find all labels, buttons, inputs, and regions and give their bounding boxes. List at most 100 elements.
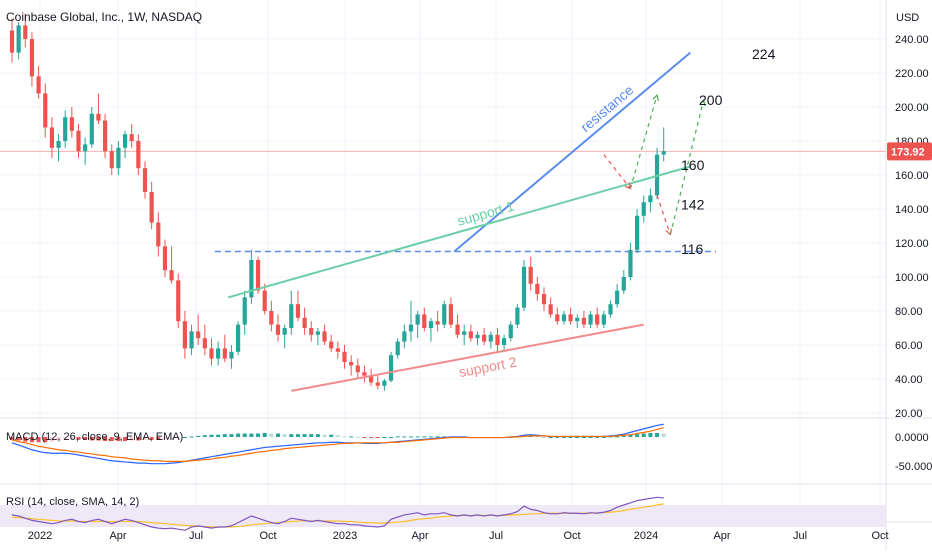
candle-body xyxy=(561,314,567,322)
candle-body xyxy=(36,76,41,94)
candle-body xyxy=(648,195,653,203)
candle-body xyxy=(415,314,420,325)
candle-body xyxy=(382,380,387,386)
macd-histogram-bar xyxy=(49,437,54,442)
annotation-116: 116 xyxy=(681,241,704,257)
candles xyxy=(9,13,666,391)
rsi-pane xyxy=(11,496,664,531)
price-tick-label: 140.00 xyxy=(895,204,929,216)
candle-body xyxy=(402,331,407,342)
candle-body xyxy=(515,307,520,325)
macd-histogram-bar xyxy=(29,437,34,443)
macd-histogram-bar xyxy=(402,436,407,438)
price-tick-label: 200.00 xyxy=(895,102,929,114)
macd-histogram-bar xyxy=(409,436,413,438)
macd-histogram-bar xyxy=(83,437,88,440)
support-1-line xyxy=(227,165,691,299)
macd-histogram-bar xyxy=(242,433,247,437)
macd-pane xyxy=(10,423,666,465)
candle-body xyxy=(575,317,580,322)
macd-histogram-bar xyxy=(389,437,394,438)
candle-body xyxy=(189,331,194,349)
candle-body xyxy=(49,127,54,148)
rsi-band-area xyxy=(0,505,886,527)
candle-body xyxy=(162,246,168,271)
price-tick-label: 240.00 xyxy=(895,34,929,46)
candle-body xyxy=(176,280,181,322)
macd-histogram-bar xyxy=(156,437,161,440)
rsi-band xyxy=(0,505,886,527)
macd-histogram-bar xyxy=(182,437,187,438)
candle-body xyxy=(269,311,274,325)
macd-histogram-bar xyxy=(149,437,154,440)
macd-histogram-bar xyxy=(136,437,141,441)
macd-histogram-bar xyxy=(116,437,121,442)
macd-histogram-bar xyxy=(435,436,440,438)
macd-tick-label: 0.0000 xyxy=(895,432,929,444)
candle-body xyxy=(63,117,68,141)
candle-body xyxy=(289,304,294,328)
macd-histogram-bar xyxy=(628,434,633,437)
candle-body xyxy=(69,117,74,131)
time-tick-label: Jul xyxy=(793,530,807,542)
macd-histogram-bar xyxy=(43,437,48,443)
candle-body xyxy=(262,290,267,311)
macd-histogram-bar xyxy=(428,436,433,438)
candle-body xyxy=(422,314,427,328)
candle-body xyxy=(103,120,108,152)
candle-body xyxy=(56,141,61,148)
macd-histogram-bar xyxy=(123,437,128,442)
macd-title: MACD (12, 26, close, 9, EMA, EMA) xyxy=(6,431,184,443)
drop-to-116-path xyxy=(656,195,671,235)
candle-body xyxy=(468,331,473,339)
candle-body xyxy=(641,202,646,216)
macd-histogram-bar xyxy=(635,434,640,437)
candle-body xyxy=(96,113,101,121)
candle-body xyxy=(89,113,94,145)
macd-histogram-bar xyxy=(335,435,340,437)
macd-histogram-bar xyxy=(295,434,300,437)
candle-body xyxy=(535,283,540,294)
candle-body xyxy=(541,294,547,305)
macd-histogram-bar xyxy=(16,437,21,441)
candle-body xyxy=(435,321,440,325)
candle-body xyxy=(395,341,400,356)
candle-body xyxy=(495,334,500,345)
rsi-title: RSI (14, close, SMA, 14, 2) xyxy=(6,496,140,508)
macd-histogram-bar xyxy=(342,436,347,438)
candle-body xyxy=(528,266,533,284)
candle-body xyxy=(309,328,314,335)
support-2-line xyxy=(291,323,644,392)
macd-histogram-bar xyxy=(216,434,221,437)
currency-label: USD xyxy=(896,12,920,24)
projection-to-200-arrow xyxy=(652,93,659,102)
candle-body xyxy=(169,270,174,281)
candle-body xyxy=(588,314,593,325)
macd-histogram-bar xyxy=(568,437,573,438)
candle-body xyxy=(202,338,207,349)
candle-body xyxy=(661,151,666,155)
macd-histogram-bar xyxy=(236,433,241,437)
macd-histogram-bar xyxy=(442,436,447,438)
time-axis: 2022 Apr Jul Oct 2023 Apr Jul Oct 2024 Apr Jul Oct xyxy=(28,530,889,542)
macd-histogram-bar xyxy=(535,436,540,438)
candle-body xyxy=(322,331,327,342)
macd-histogram-bar xyxy=(648,432,653,437)
macd-histogram-bar xyxy=(415,436,420,438)
macd-histogram-bar xyxy=(329,434,334,437)
candle-body xyxy=(462,331,467,335)
time-tick-label: Jul xyxy=(489,530,503,542)
candle-body xyxy=(156,222,161,247)
candle-body xyxy=(295,304,301,318)
price-tick-label: 220.00 xyxy=(895,68,929,80)
candle-body xyxy=(362,372,367,376)
time-tick-label: 2023 xyxy=(333,530,357,542)
macd-histogram-bar xyxy=(581,437,586,438)
macd-histogram-bar xyxy=(641,433,646,437)
price-tick-label: 40.00 xyxy=(895,374,923,386)
candle-body xyxy=(635,215,640,250)
candle-body xyxy=(255,260,261,291)
time-tick-label: Oct xyxy=(871,530,888,542)
